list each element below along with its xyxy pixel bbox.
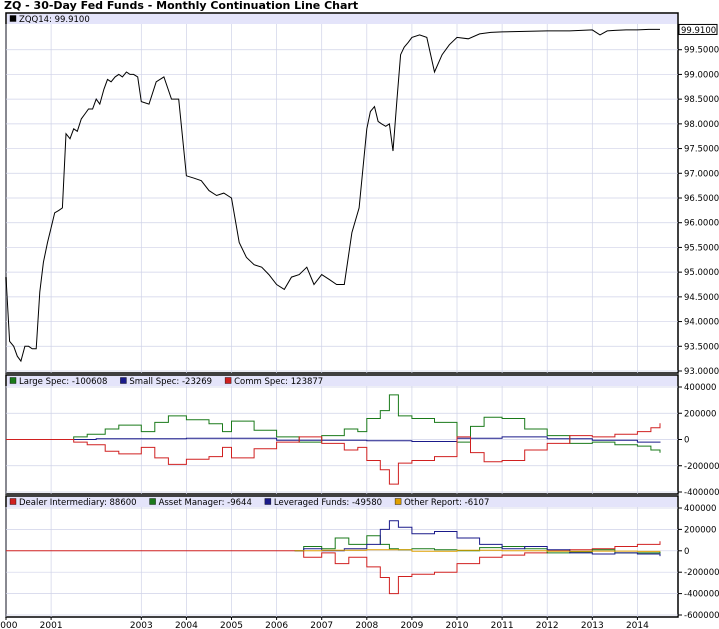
y-tick-label: -400000 — [684, 590, 719, 600]
y-tick-label: -200000 — [684, 462, 719, 472]
y-tick-label: 94.0000 — [684, 318, 719, 328]
panel-1: 93.0000 93.5000 94.0000 94.5000 95.0000 95.50… — [5, 12, 719, 377]
y-tick-label: 200000 — [684, 525, 716, 535]
legend-entry: Leveraged Funds: -49580 — [274, 498, 382, 508]
legend-swatch — [149, 498, 156, 505]
legend-swatch — [9, 377, 17, 384]
x-tick-label: 2005 — [220, 621, 243, 629]
panel-frame — [5, 12, 679, 374]
x-tick-label: 2009 — [400, 621, 423, 629]
legend-swatch — [394, 498, 402, 505]
x-tick-label: 2010 — [446, 621, 469, 629]
x-tick-label: 2008 — [355, 621, 378, 629]
x-tick-label: 2013 — [581, 621, 604, 629]
y-tick-label: 98.5000 — [684, 95, 719, 105]
last-value-box — [678, 23, 718, 35]
x-tick-label: 2000 — [0, 621, 18, 629]
legend-entry: Asset Manager: -9644 — [159, 498, 252, 508]
legend-swatch — [264, 498, 272, 505]
series-line-3 — [6, 423, 661, 485]
y-tick-label: 94.5000 — [684, 293, 719, 303]
y-tick-label: 96.5000 — [684, 194, 719, 204]
legend-entry: Other Report: -6107 — [404, 498, 489, 508]
x-tick-label: 2007 — [310, 621, 333, 629]
legend-entry: Small Spec: -23269 — [129, 377, 212, 387]
legend-swatch — [9, 15, 17, 22]
chart-title: ZQ - 30-Day Fed Funds - Monthly Continua… — [4, 0, 359, 12]
y-tick-label: 97.5000 — [684, 145, 719, 155]
y-tick-label: 96.0000 — [684, 219, 719, 229]
y-tick-label: 0 — [684, 547, 689, 557]
y-tick-label: 97.0000 — [684, 169, 719, 179]
series-line-1 — [5, 28, 660, 363]
legend-swatch — [224, 377, 232, 384]
y-tick-label: -400000 — [684, 488, 719, 498]
y-tick-label: -600000 — [684, 611, 719, 621]
legend-band — [7, 497, 677, 507]
series-line-3 — [294, 520, 661, 557]
legend-swatch — [120, 377, 127, 384]
y-tick-label: 400000 — [684, 383, 716, 393]
legend-entry: Dealer Intermediary: 88600 — [19, 498, 137, 508]
legend-entry: Large Spec: -100608 — [19, 377, 107, 387]
panel-frame — [5, 374, 679, 495]
x-tick-label: 2001 — [40, 621, 63, 629]
y-tick-label: 95.0000 — [684, 268, 719, 278]
legend-band — [7, 376, 677, 386]
y-tick-label: 99.5000 — [684, 46, 719, 56]
legend-swatch — [9, 498, 17, 505]
x-tick-label: 2003 — [130, 621, 153, 629]
legend-band — [7, 14, 677, 24]
legend-entry: Comm Spec: 123877 — [234, 377, 323, 387]
y-tick-label: 98.0000 — [684, 120, 719, 130]
series-line-4 — [294, 549, 661, 552]
series-line-2 — [294, 535, 661, 554]
y-tick-label: 99.0000 — [684, 70, 719, 80]
y-tick-label: 400000 — [684, 504, 716, 514]
x-tick-label: 2014 — [626, 621, 649, 629]
x-tick-label: 2012 — [536, 621, 559, 629]
panel-2: -400000 -200000 0 200000 400000 Large Spec: -… — [5, 374, 719, 498]
x-tick-label: 2011 — [491, 621, 514, 629]
y-tick-label: 0 — [684, 436, 689, 446]
y-tick-label: 93.0000 — [684, 367, 719, 377]
y-tick-label: 93.5000 — [684, 342, 719, 352]
x-tick-label: 2006 — [265, 621, 288, 629]
series-line-1 — [6, 394, 661, 453]
y-tick-label: 95.5000 — [684, 243, 719, 253]
panel-3: -600000 -400000 -200000 0 200000 400000 Dealer… — [5, 495, 719, 621]
last-value-label: 99.9100 — [681, 26, 716, 36]
legend-entry: ZQQ14: 99.9100 — [19, 15, 90, 25]
y-tick-label: 200000 — [684, 409, 716, 419]
x-tick-label: 2004 — [175, 621, 198, 629]
y-tick-label: -200000 — [684, 568, 719, 578]
panel-frame — [5, 495, 679, 618]
